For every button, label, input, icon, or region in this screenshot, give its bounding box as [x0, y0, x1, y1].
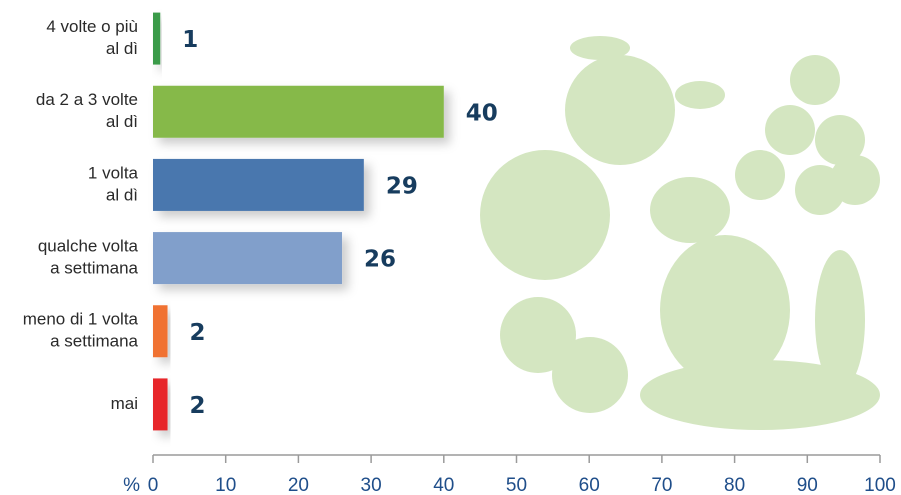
category-label: mai [111, 394, 138, 413]
category-label: a settimana [50, 259, 138, 278]
category-label: 4 volte o più [46, 17, 138, 36]
x-tick-label: 70 [651, 475, 672, 495]
x-tick-label: 10 [215, 475, 236, 495]
category-label: meno di 1 volta [23, 310, 139, 329]
x-tick-label: 30 [361, 475, 382, 495]
category-label: al dì [106, 185, 138, 204]
x-tick-label: 60 [579, 475, 600, 495]
fruit-illustration [480, 36, 880, 430]
category-label: da 2 a 3 volte [36, 90, 138, 109]
bar [153, 86, 444, 138]
bar [153, 159, 364, 211]
value-label: 40 [466, 100, 498, 126]
x-tick-label: 40 [433, 475, 454, 495]
x-tick-label: 90 [797, 475, 818, 495]
category-label: a settimana [50, 332, 138, 351]
category-label: 1 volta [88, 163, 139, 182]
bar [153, 232, 342, 284]
category-label: al dì [106, 39, 138, 58]
category-label: qualche volta [38, 237, 139, 256]
x-tick-label: 100 [864, 475, 896, 495]
value-label: 2 [190, 320, 206, 346]
value-label: 2 [190, 393, 206, 419]
x-tick-label: 20 [288, 475, 309, 495]
x-tick-label: 80 [724, 475, 745, 495]
x-tick-label: 50 [506, 475, 527, 495]
bar [153, 13, 160, 65]
value-label: 1 [182, 27, 198, 53]
bar [153, 305, 168, 357]
x-tick-label: 0 [148, 475, 159, 495]
value-label: 29 [386, 173, 418, 199]
chart: % 0 10 20 30 40 50 60 70 80 90 100 4 volte o più al … [0, 0, 901, 495]
value-label: 26 [364, 247, 396, 273]
category-label: al dì [106, 112, 138, 131]
bar [153, 378, 168, 430]
x-axis-label: % [123, 475, 140, 495]
